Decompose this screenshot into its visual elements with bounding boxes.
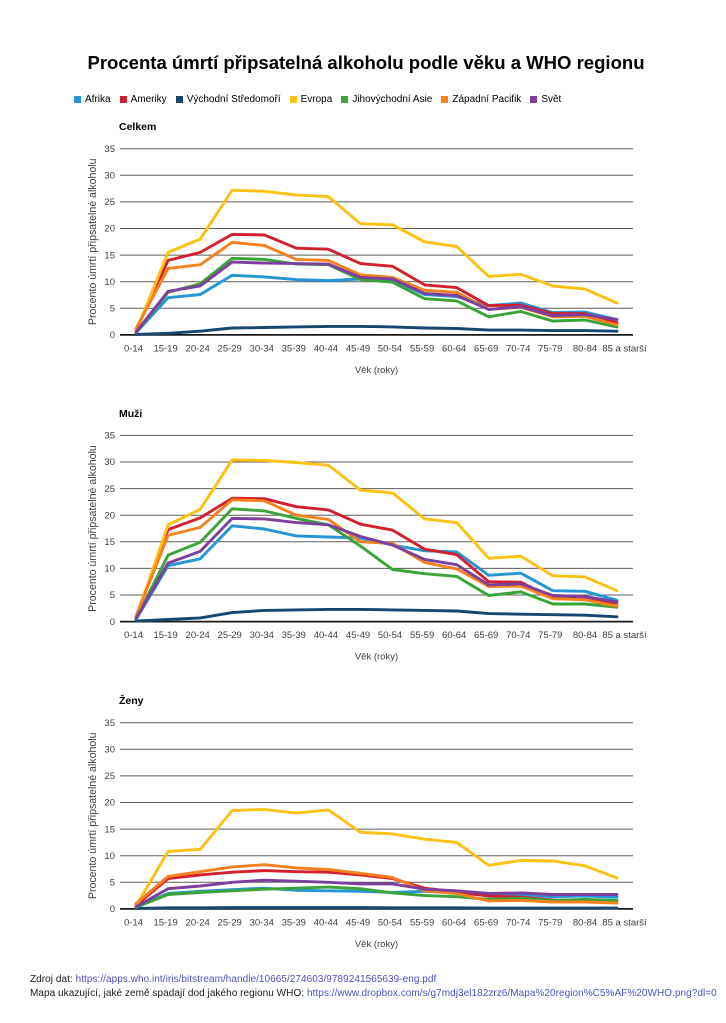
svg-text:0: 0	[110, 904, 115, 915]
svg-text:50-54: 50-54	[378, 343, 402, 354]
svg-text:75-79: 75-79	[538, 917, 562, 928]
svg-text:30-34: 30-34	[250, 917, 274, 928]
svg-text:40-44: 40-44	[314, 630, 338, 641]
svg-text:35: 35	[104, 718, 115, 729]
svg-text:35-39: 35-39	[282, 630, 306, 641]
svg-text:60-64: 60-64	[442, 343, 466, 354]
svg-text:Věk (roky): Věk (roky)	[355, 652, 398, 663]
svg-text:10: 10	[104, 851, 115, 862]
svg-text:40-44: 40-44	[314, 917, 338, 928]
svg-text:30: 30	[104, 745, 115, 756]
svg-text:80-84: 80-84	[573, 343, 597, 354]
svg-text:10: 10	[104, 277, 115, 288]
svg-text:Procento úmrtí připsatelné alk: Procento úmrtí připsatelné alkoholu	[87, 445, 99, 612]
svg-text:Celkem: Celkem	[119, 121, 156, 133]
svg-text:55-59: 55-59	[410, 917, 434, 928]
svg-text:60-64: 60-64	[442, 917, 466, 928]
svg-text:20: 20	[104, 224, 115, 235]
svg-text:35: 35	[104, 431, 115, 442]
svg-text:Procento úmrtí připsatelné alk: Procento úmrtí připsatelné alkoholu	[87, 158, 99, 325]
svg-text:0-14: 0-14	[124, 343, 143, 354]
svg-text:80-84: 80-84	[573, 630, 597, 641]
svg-text:50-54: 50-54	[378, 917, 402, 928]
svg-text:15-19: 15-19	[153, 630, 177, 641]
svg-text:30-34: 30-34	[250, 343, 274, 354]
svg-text:70-74: 70-74	[506, 343, 530, 354]
svg-text:Věk (roky): Věk (roky)	[355, 939, 398, 950]
svg-text:25-29: 25-29	[218, 917, 242, 928]
svg-text:0-14: 0-14	[124, 630, 143, 641]
svg-text:20-24: 20-24	[186, 343, 210, 354]
svg-text:15: 15	[104, 537, 115, 548]
svg-text:65-69: 65-69	[474, 630, 498, 641]
svg-text:85 a starší: 85 a starší	[602, 343, 647, 354]
svg-text:5: 5	[110, 304, 115, 315]
svg-text:30-34: 30-34	[250, 630, 274, 641]
svg-text:25-29: 25-29	[218, 343, 242, 354]
svg-text:20: 20	[104, 510, 115, 521]
svg-text:20-24: 20-24	[186, 630, 210, 641]
svg-text:50-54: 50-54	[378, 630, 402, 641]
svg-text:Věk (roky): Věk (roky)	[355, 365, 398, 376]
svg-text:30: 30	[104, 457, 115, 468]
svg-text:20-24: 20-24	[186, 917, 210, 928]
svg-text:45-49: 45-49	[346, 630, 370, 641]
svg-text:40-44: 40-44	[314, 343, 338, 354]
svg-text:55-59: 55-59	[410, 630, 434, 641]
svg-text:Muži: Muži	[119, 408, 142, 420]
svg-text:55-59: 55-59	[410, 343, 434, 354]
svg-text:80-84: 80-84	[573, 917, 597, 928]
svg-text:45-49: 45-49	[346, 917, 370, 928]
svg-text:35: 35	[104, 144, 115, 155]
svg-text:75-79: 75-79	[538, 630, 562, 641]
svg-text:75-79: 75-79	[538, 343, 562, 354]
svg-text:15-19: 15-19	[153, 917, 177, 928]
svg-text:65-69: 65-69	[474, 343, 498, 354]
svg-text:10: 10	[104, 564, 115, 575]
svg-text:60-64: 60-64	[442, 630, 466, 641]
svg-text:25: 25	[104, 197, 115, 208]
svg-text:85 a starší: 85 a starší	[602, 917, 647, 928]
svg-text:20: 20	[104, 798, 115, 809]
svg-text:15-19: 15-19	[153, 343, 177, 354]
svg-text:85 a starší: 85 a starší	[602, 630, 647, 641]
svg-text:5: 5	[110, 878, 115, 889]
svg-text:Ženy: Ženy	[119, 694, 144, 707]
svg-text:70-74: 70-74	[506, 917, 530, 928]
svg-text:35-39: 35-39	[282, 917, 306, 928]
svg-text:25-29: 25-29	[218, 630, 242, 641]
svg-text:15: 15	[104, 824, 115, 835]
svg-text:5: 5	[110, 590, 115, 601]
svg-text:15: 15	[104, 250, 115, 261]
svg-text:45-49: 45-49	[346, 343, 370, 354]
svg-text:0: 0	[110, 617, 115, 628]
svg-text:Procento úmrtí připsatelné alk: Procento úmrtí připsatelné alkoholu	[87, 732, 99, 899]
svg-text:65-69: 65-69	[474, 917, 498, 928]
svg-text:0-14: 0-14	[124, 917, 143, 928]
svg-text:35-39: 35-39	[282, 343, 306, 354]
svg-text:30: 30	[104, 171, 115, 182]
svg-text:70-74: 70-74	[506, 630, 530, 641]
svg-text:25: 25	[104, 771, 115, 782]
svg-text:25: 25	[104, 484, 115, 495]
svg-text:0: 0	[110, 330, 115, 341]
